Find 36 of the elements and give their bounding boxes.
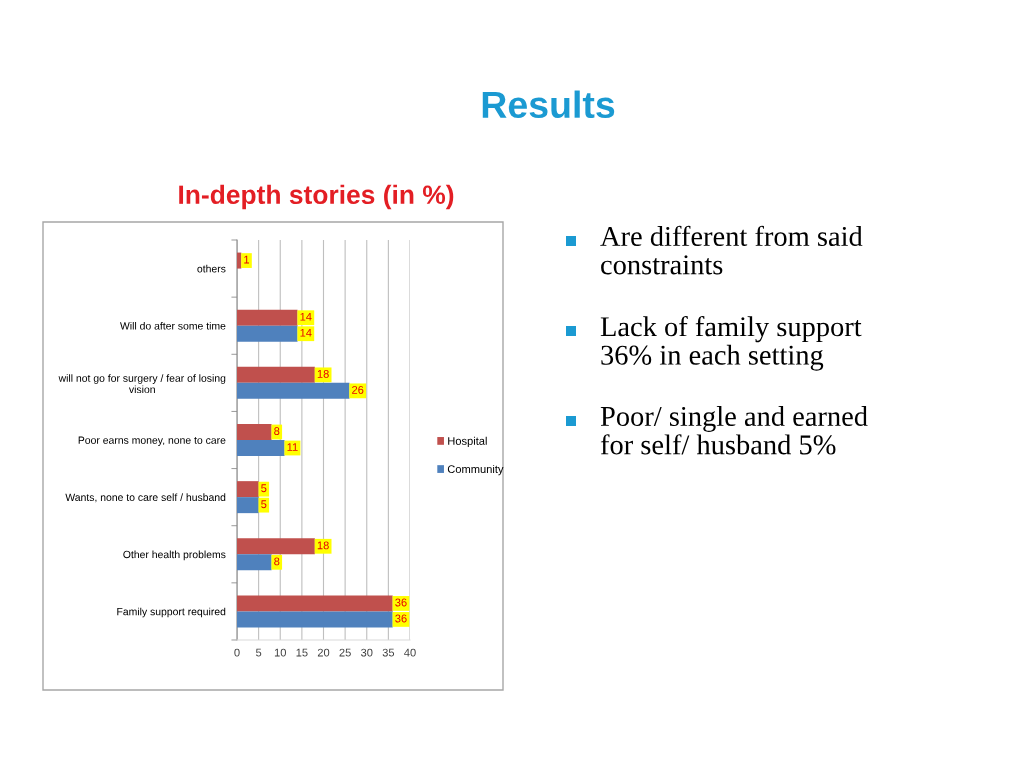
data-label: 36: [395, 614, 407, 623]
data-label: 8: [274, 557, 280, 566]
text: Poor/ single and earned for self/ husband 5%: [600, 406, 868, 455]
x-tick-label: 20: [317, 648, 330, 657]
y-tick-label: will not go for surgery / fear of losing vision: [58, 374, 226, 394]
data-label: 5: [261, 484, 267, 493]
text: Results: [482, 90, 615, 119]
text: Lack of family support 36% in each setting: [600, 316, 862, 371]
y-tick-label: Poor earns money, none to care: [78, 436, 226, 446]
data-label: 11: [287, 443, 298, 451]
chart-subtitle: In-depth stories (in %): [179, 184, 454, 210]
data-label: 26: [352, 385, 364, 394]
data-label: 8: [274, 427, 280, 435]
data-label: 18: [317, 541, 329, 550]
data-label: 14: [300, 312, 312, 321]
data-label: 5: [261, 500, 267, 509]
x-tick-label: 40: [404, 648, 416, 657]
y-tick-label: others: [197, 264, 226, 273]
x-tick-label: 5: [255, 648, 262, 657]
x-tick-label: 0: [234, 648, 240, 657]
data-label: 36: [395, 598, 407, 607]
x-tick-label: 30: [360, 648, 373, 657]
x-tick-label: 35: [382, 648, 395, 657]
data-label: 1: [244, 255, 250, 264]
text: Are different from said constraints: [600, 225, 863, 275]
y-tick-label: Wants, none to care self / husband: [65, 493, 226, 503]
x-tick-label: 25: [339, 648, 351, 657]
data-label: 18: [317, 369, 329, 378]
data-label: 14: [300, 328, 312, 337]
y-tick-label: Other health problems: [123, 550, 226, 561]
x-tick-label: 10: [274, 648, 286, 657]
y-tick-label: Family support required: [117, 607, 226, 618]
legend-label: Hospital: [448, 436, 487, 448]
y-tick-label: Will do after some time: [120, 321, 226, 330]
x-tick-label: 15: [296, 648, 308, 657]
legend-label: Community: [447, 464, 504, 476]
